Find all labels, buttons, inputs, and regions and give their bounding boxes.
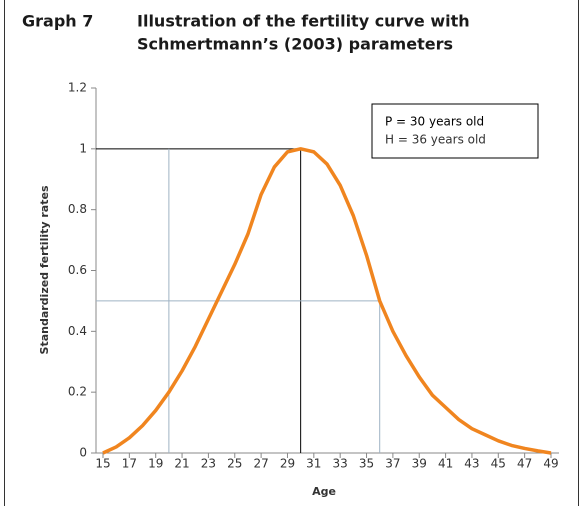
x-tick-label: 45 [491,457,506,471]
x-tick-label: 43 [464,457,479,471]
x-tick-label: 27 [253,457,268,471]
x-tick-label: 17 [122,457,137,471]
y-tick-label: 0.2 [68,385,87,399]
x-tick-label: 29 [280,457,295,471]
x-tick-label: 35 [359,457,374,471]
x-tick-label: 15 [95,457,110,471]
x-tick-label: 31 [306,457,321,471]
graph-label: Graph 7 [22,12,93,31]
y-tick-label: 0.8 [68,202,87,216]
x-tick-label: 47 [517,457,532,471]
y-tick-label: 0 [79,446,87,460]
x-tick-label: 37 [385,457,400,471]
y-tick-label: 1.2 [68,81,87,95]
chart-title: Schmertmann’s (2003) parameters [137,35,453,54]
x-tick-label: 19 [148,457,163,471]
chart-title: Illustration of the fertility curve with [137,12,470,31]
annotation: P = 30 years old [385,115,484,129]
x-tick-label: 41 [438,457,453,471]
x-tick-label: 21 [174,457,189,471]
annotation: H = 36 years old [385,133,486,147]
y-tick-label: 0.4 [68,324,87,338]
y-tick-label: 0.6 [68,263,87,277]
y-axis-label: Standardized fertility rates [38,185,51,354]
x-axis-label: Age [312,485,336,498]
x-tick-label: 23 [201,457,216,471]
x-tick-label: 33 [333,457,348,471]
x-tick-label: 25 [227,457,242,471]
data-line [102,147,552,455]
x-tick-label: 49 [543,457,558,471]
x-tick-label: 39 [412,457,427,471]
annotation-box [371,103,539,159]
y-tick-label: 1 [79,141,87,155]
